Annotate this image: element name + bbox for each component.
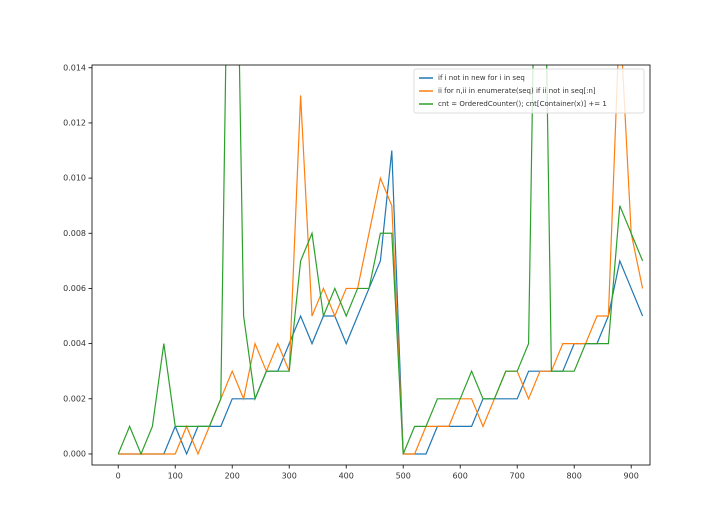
x-tick-label: 700 xyxy=(510,472,525,481)
y-tick-label: 0.002 xyxy=(63,394,86,403)
legend-label: if i not in new for i in seq xyxy=(438,74,525,82)
legend: if i not in new for i in seq ii for n,ii … xyxy=(413,68,645,114)
legend-label: ii for n,ii in enumerate(seq) if ii not … xyxy=(438,87,596,95)
x-tick-label: 400 xyxy=(339,472,354,481)
y-tick-label: 0.010 xyxy=(63,174,86,183)
plot-area xyxy=(117,65,644,456)
x-tick-label: 500 xyxy=(396,472,411,481)
legend-label: cnt = OrderedCounter(); cnt[Container(x)… xyxy=(438,100,607,108)
y-tick-label: 0.014 xyxy=(63,63,86,72)
y-tick-label: 0.004 xyxy=(63,339,86,348)
x-tick-label: 100 xyxy=(168,472,183,481)
x-tick-label: 600 xyxy=(453,472,468,481)
x-tick-label: 800 xyxy=(567,472,582,481)
y-tick-label: 0.006 xyxy=(63,284,86,293)
series-line xyxy=(117,65,644,456)
legend-box xyxy=(413,68,645,114)
x-tick-label: 300 xyxy=(282,472,297,481)
y-tick-label: 0.012 xyxy=(63,118,86,127)
series-line xyxy=(118,65,644,456)
x-tick-label: 0 xyxy=(116,472,121,481)
y-tick-label: 0.000 xyxy=(63,449,86,458)
x-tick-label: 200 xyxy=(225,472,240,481)
series-line xyxy=(118,150,644,456)
y-tick-label: 0.008 xyxy=(63,229,86,238)
x-tick-label: 900 xyxy=(624,472,639,481)
axes-frame xyxy=(91,64,651,466)
